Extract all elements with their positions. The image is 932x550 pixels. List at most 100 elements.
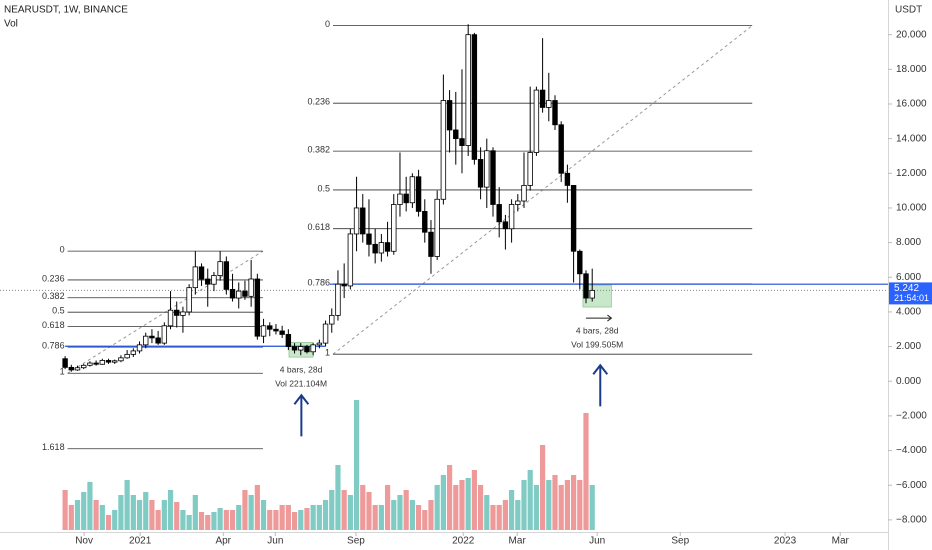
- candle-body: [353, 207, 360, 235]
- volume-bar: [341, 490, 347, 530]
- volume-bar: [174, 502, 180, 530]
- candle-body: [105, 360, 112, 363]
- candle-body: [440, 100, 447, 200]
- candle-body: [533, 89, 540, 153]
- candle-body: [397, 193, 403, 205]
- volume-bar: [471, 470, 477, 530]
- candle-body: [223, 261, 230, 290]
- volume-bar: [465, 478, 471, 530]
- volume-bar: [205, 515, 211, 530]
- volume-bar: [397, 495, 403, 530]
- volume-bar: [211, 512, 217, 530]
- volume-bar: [81, 492, 87, 530]
- volume-bar: [62, 490, 68, 530]
- volume-bar: [422, 510, 428, 530]
- volume-bar: [384, 485, 391, 530]
- candle-body: [490, 150, 496, 205]
- y-tick-label: −8.000: [896, 515, 927, 526]
- candle-body: [465, 34, 471, 146]
- volume-bar: [571, 475, 577, 530]
- fib-level-label: 0.5: [52, 306, 65, 316]
- countdown-label: 21:54:01: [894, 293, 929, 303]
- volume-bar: [118, 495, 124, 530]
- candle-body: [161, 325, 168, 344]
- candle-body: [453, 129, 459, 140]
- volume-bar: [112, 510, 118, 530]
- chart-title: NEARUSDT, 1W, BINANCE: [4, 5, 128, 16]
- volume-bar: [403, 490, 409, 530]
- candle-body: [403, 193, 409, 204]
- volume-bar: [409, 500, 415, 530]
- volume-bar: [446, 465, 453, 530]
- y-tick-label: 14.000: [896, 133, 927, 144]
- fib-level-label: 0.382: [42, 291, 65, 301]
- volume-bar: [316, 505, 322, 530]
- volume-bar: [223, 510, 229, 530]
- candle-body: [254, 278, 261, 337]
- volume-bar: [267, 510, 273, 530]
- volume-bar: [298, 510, 304, 530]
- x-tick-label: Mar: [509, 536, 527, 547]
- y-axis-label: USDT: [895, 5, 922, 16]
- fib-level-label: 1: [60, 367, 65, 377]
- volume-bar: [229, 510, 236, 530]
- volume-bar: [335, 465, 341, 530]
- y-tick-label: 10.000: [896, 203, 927, 214]
- volume-bar: [167, 490, 174, 530]
- candle-body: [558, 124, 564, 174]
- y-tick-label: 4.000: [896, 307, 921, 318]
- volume-bar: [217, 508, 223, 530]
- measure-bars-label: 4 bars, 28d: [280, 364, 323, 374]
- volume-bar: [502, 500, 508, 530]
- volume-bar: [291, 512, 298, 530]
- volume-bar: [353, 400, 360, 530]
- candle-body: [384, 242, 391, 252]
- volume-bar: [310, 505, 316, 530]
- candle-body: [124, 353, 130, 359]
- candle-body: [422, 211, 428, 233]
- volume-bar: [304, 508, 310, 530]
- candle-body: [415, 176, 422, 212]
- volume-bar: [236, 505, 242, 530]
- candle-body: [539, 89, 546, 108]
- volume-bar: [546, 480, 552, 530]
- candle-body: [446, 100, 453, 131]
- candle-body: [527, 152, 533, 186]
- candle-body: [62, 358, 68, 368]
- x-tick-label: Nov: [75, 536, 93, 547]
- candle-body: [167, 309, 174, 327]
- volume-bar: [68, 505, 74, 530]
- candle-body: [496, 204, 502, 223]
- candle-body: [68, 366, 75, 371]
- candle-body: [155, 337, 161, 344]
- volume-bar: [192, 495, 198, 530]
- volume-bar: [372, 505, 378, 530]
- candle-body: [304, 346, 310, 353]
- candle-body: [273, 328, 279, 332]
- candle-body: [192, 266, 199, 289]
- candle-body: [589, 289, 595, 299]
- volume-bar: [415, 505, 422, 530]
- candle-body: [570, 185, 577, 252]
- candle-body: [335, 283, 341, 316]
- volume-bar: [589, 485, 595, 530]
- candle-body: [279, 330, 285, 335]
- candle-body: [130, 350, 137, 355]
- fib-level-label: 0: [325, 19, 330, 29]
- volume-bar: [428, 500, 434, 530]
- volume-bar: [254, 485, 260, 530]
- volume-bar: [347, 495, 353, 530]
- candle-body: [577, 250, 583, 275]
- volume-bar: [285, 505, 291, 530]
- y-tick-label: 12.000: [896, 168, 927, 179]
- candle-body: [341, 283, 347, 287]
- y-tick-label: 8.000: [896, 237, 921, 248]
- candle-body: [198, 266, 205, 280]
- candle-body: [484, 150, 490, 188]
- candle-body: [521, 185, 527, 202]
- measure-volume-label: Vol 221.104M: [275, 378, 327, 388]
- last-price-label: 5.242: [894, 283, 919, 294]
- candle-body: [174, 309, 180, 316]
- fib-level-label: 1: [325, 348, 330, 358]
